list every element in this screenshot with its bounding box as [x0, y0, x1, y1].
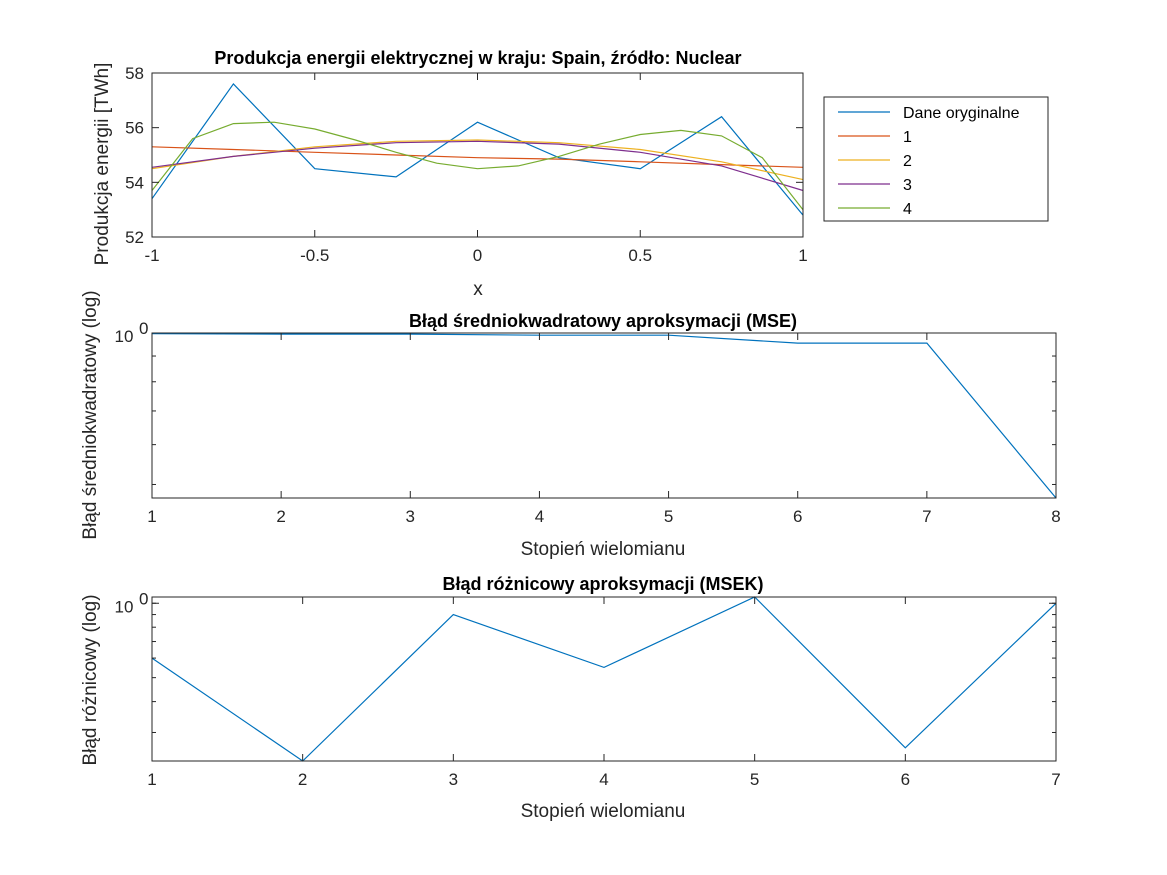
plot-production: Produkcja energii elektrycznej w kraju: …	[92, 48, 1049, 300]
x-tick-label: 3	[449, 770, 458, 789]
x-tick-label: 8	[1051, 507, 1060, 526]
legend-box	[823, 96, 1049, 222]
x-tick-label: 6	[901, 770, 910, 789]
x-tick-label: -0.5	[300, 246, 329, 265]
y-axis-label: Błąd średniokwadratowy (log)	[80, 290, 101, 539]
chart-title: Błąd średniokwadratowy aproksymacji (MSE…	[409, 311, 797, 331]
plot-mse: Błąd średniokwadratowy aproksymacji (MSE…	[80, 290, 1061, 560]
x-tick-label: 2	[298, 770, 307, 789]
x-tick-label: 2	[276, 507, 285, 526]
series-line-5	[151, 121, 804, 211]
x-axis-label: Stopień wielomianu	[521, 801, 686, 822]
x-tick-label: 1	[147, 770, 156, 789]
x-tick-label: 4	[535, 507, 544, 526]
y-tick-exponent: 0	[139, 319, 148, 338]
series-line-2	[151, 146, 804, 168]
y-tick-label: 54	[125, 173, 144, 192]
x-tick-label: -1	[144, 246, 159, 265]
series-line-1	[151, 333, 1057, 499]
x-tick-label: 5	[664, 507, 673, 526]
x-axis-label: x	[473, 279, 483, 300]
x-tick-label: 1	[798, 246, 807, 265]
series-line-1	[151, 82, 804, 216]
plot-msek: Błąd różnicowy aproksymacji (MSEK) Stopi…	[80, 574, 1061, 822]
y-axis-label: Produkcja energii [TWh]	[92, 63, 113, 266]
y-axis-label: Błąd różnicowy (log)	[80, 594, 101, 765]
y-tick-label: 10	[115, 327, 134, 346]
x-tick-label: 0	[473, 246, 482, 265]
x-tick-label: 4	[599, 770, 608, 789]
legend-label: Dane oryginalne	[903, 105, 1020, 122]
x-tick-label: 0.5	[628, 246, 652, 265]
chart-title: Błąd różnicowy aproksymacji (MSEK)	[442, 574, 763, 594]
x-tick-label: 5	[750, 770, 759, 789]
y-tick-exponent: 0	[139, 589, 148, 608]
y-tick-label: 58	[125, 64, 144, 83]
y-tick-label: 56	[125, 119, 144, 138]
legend-label: 1	[903, 129, 912, 146]
legend-label: 2	[903, 153, 912, 170]
x-axis-label: Stopień wielomianu	[521, 539, 686, 560]
y-tick-label: 52	[125, 228, 144, 247]
x-tick-label: 7	[1051, 770, 1060, 789]
series-line-4	[151, 140, 804, 192]
x-tick-label: 6	[793, 507, 802, 526]
legend-label: 4	[903, 201, 912, 218]
chart-title: Produkcja energii elektrycznej w kraju: …	[214, 48, 741, 68]
x-tick-label: 7	[922, 507, 931, 526]
y-tick-label: 10	[115, 597, 134, 616]
legend-label: 3	[903, 177, 912, 194]
x-tick-label: 1	[147, 507, 156, 526]
legend: Dane oryginalne 1 2 3 4	[823, 96, 1049, 222]
x-tick-label: 3	[406, 507, 415, 526]
plot-area-frame	[151, 332, 1057, 499]
